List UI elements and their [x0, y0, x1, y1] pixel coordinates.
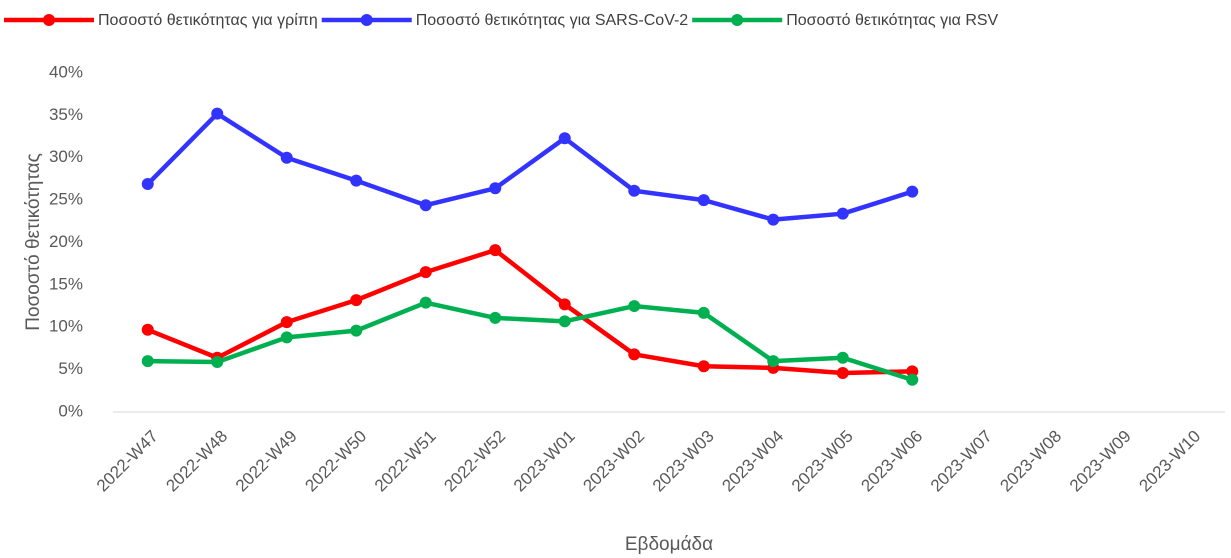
point: [350, 174, 363, 187]
x-tick-label: 2023-W02: [579, 427, 648, 496]
y-tick-label: 35%: [49, 105, 83, 124]
point: [489, 182, 502, 195]
series-line: [146, 111, 913, 222]
point: [280, 151, 293, 164]
point: [697, 360, 710, 373]
point: [628, 300, 641, 313]
x-tick-label: 2022-W48: [162, 427, 231, 496]
x-tick-label: 2023-W07: [927, 427, 996, 496]
legend-label: Ποσοστό θετικότητας για γρίπη: [98, 12, 318, 29]
y-tick-label: 40%: [49, 62, 83, 81]
point: [489, 244, 502, 257]
y-tick-label: 25%: [49, 190, 83, 209]
point: [906, 365, 919, 378]
point: [280, 331, 293, 344]
point: [489, 311, 502, 324]
point: [836, 367, 849, 380]
point: [280, 316, 293, 329]
point: [836, 207, 849, 220]
y-tick-label: 0%: [58, 401, 83, 420]
legend-label: Ποσοστό θετικότητας για SARS-CoV-2: [416, 12, 689, 29]
x-tick-label: 2022-W50: [301, 427, 370, 496]
x-tick-label: 2023-W10: [1135, 427, 1204, 496]
y-tick-label: 15%: [49, 274, 83, 293]
point: [628, 184, 641, 197]
point: [419, 266, 432, 279]
legend-marker: [43, 14, 55, 26]
point: [419, 199, 432, 212]
y-tick-label: 30%: [49, 147, 83, 166]
point: [419, 296, 432, 309]
x-tick-label: 2023-W03: [649, 427, 718, 496]
y-tick-label: 10%: [49, 317, 83, 336]
x-tick-label: 2023-W09: [1066, 427, 1135, 496]
x-axis-title: Εβδομάδα: [625, 534, 713, 555]
point: [211, 107, 224, 120]
point: [350, 294, 363, 307]
point: [141, 355, 154, 368]
x-tick-label: 2023-W06: [857, 427, 926, 496]
series-line: [147, 300, 913, 382]
point: [558, 298, 571, 311]
point: [558, 132, 571, 145]
point: [906, 185, 919, 198]
point: [767, 355, 780, 368]
point: [906, 373, 919, 386]
series-line: [146, 247, 913, 376]
x-tick-label: 2023-W05: [788, 427, 857, 496]
point: [767, 213, 780, 226]
legend: Ποσοστό θετικότητας για γρίπη Ποσοστό θετ…: [4, 12, 999, 29]
x-tick-label: 2023-W08: [996, 427, 1065, 496]
point: [558, 315, 571, 328]
x-tick-label: 2022-W49: [232, 427, 301, 496]
y-tick-label: 5%: [58, 359, 83, 378]
legend-marker: [731, 14, 744, 26]
y-axis-title: Ποσοστό θετικότητας: [23, 153, 44, 330]
point: [141, 323, 154, 336]
x-tick-label: 2022-W51: [371, 427, 440, 496]
legend-label: Ποσοστό θετικότητας για RSV: [786, 12, 998, 29]
x-tick-label: 2022-W52: [440, 427, 509, 496]
x-tick-label: 2023-W04: [718, 427, 787, 496]
point: [350, 324, 363, 337]
x-tick-label: 2022-W47: [93, 427, 162, 496]
point: [697, 194, 710, 207]
x-tick-label: 2023-W01: [510, 427, 579, 496]
point: [836, 351, 849, 364]
legend-marker: [360, 14, 373, 26]
point: [211, 355, 224, 368]
y-tick-label: 20%: [49, 232, 83, 251]
point: [141, 178, 154, 191]
point: [697, 306, 710, 319]
point: [628, 348, 641, 361]
